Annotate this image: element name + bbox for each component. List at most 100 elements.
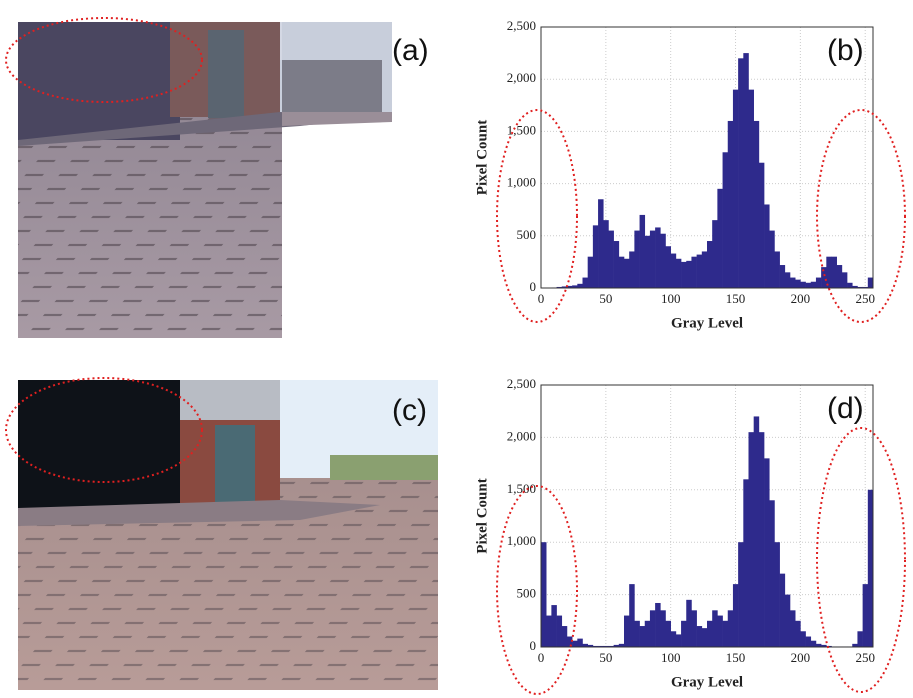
bar <box>815 643 822 647</box>
y-tick-label: 1,500 <box>507 122 536 137</box>
bar <box>582 643 588 647</box>
bar <box>826 645 832 647</box>
bar <box>753 416 760 647</box>
y-tick-label: 500 <box>517 227 537 242</box>
photo-a-bg <box>282 60 382 112</box>
bar <box>717 615 723 647</box>
bar <box>629 251 635 288</box>
x-tick-label: 100 <box>661 291 681 306</box>
bar <box>810 640 817 647</box>
bar <box>592 225 599 288</box>
bar <box>743 479 749 647</box>
bar <box>758 432 765 647</box>
highlight-ellipse <box>496 109 578 323</box>
panel-label: (a) <box>392 34 429 67</box>
bar <box>655 602 661 647</box>
bar <box>826 256 832 288</box>
bar <box>577 638 583 647</box>
bar <box>727 610 734 647</box>
bar <box>686 599 692 647</box>
highlight-ellipse <box>5 377 203 483</box>
bar <box>800 631 806 647</box>
bar <box>691 256 697 288</box>
x-tick-label: 150 <box>726 291 746 306</box>
bar <box>603 645 609 647</box>
panel-label: (b) <box>827 34 864 67</box>
bar <box>805 282 812 288</box>
y-axis-label: Pixel Count <box>474 120 490 195</box>
bar <box>764 458 770 647</box>
bar <box>774 542 780 647</box>
bar <box>608 645 614 647</box>
x-axis-label: Gray Level <box>671 674 743 690</box>
bar <box>800 281 806 288</box>
bar <box>821 644 827 647</box>
bar <box>618 643 625 647</box>
highlight-ellipse <box>816 109 906 323</box>
x-tick-label: 150 <box>726 650 746 665</box>
bar <box>566 636 573 647</box>
x-tick-label: 200 <box>791 650 811 665</box>
axis-frame <box>540 26 874 289</box>
bar <box>732 89 739 288</box>
y-tick-label: 500 <box>517 586 537 601</box>
bar <box>551 605 557 647</box>
bar <box>779 265 786 288</box>
bar <box>665 620 671 647</box>
bar <box>572 285 578 288</box>
y-tick-label: 1,000 <box>507 175 536 190</box>
bar <box>727 120 734 289</box>
y-tick-label: 2,500 <box>507 376 536 391</box>
bar <box>603 220 609 288</box>
bar <box>717 188 723 288</box>
bar <box>748 432 754 647</box>
y-tick-label: 0 <box>530 279 537 294</box>
highlight-ellipse <box>5 17 203 103</box>
y-axis-label: Pixel Count <box>474 478 490 553</box>
x-tick-label: 0 <box>538 650 545 665</box>
bar <box>852 643 858 647</box>
bar <box>660 233 666 288</box>
bar <box>587 644 594 647</box>
x-axis-label: Gray Level <box>671 315 743 331</box>
bar <box>618 256 625 288</box>
bar <box>624 615 630 647</box>
bar <box>867 277 874 288</box>
bar <box>541 542 547 647</box>
bar <box>639 214 646 288</box>
bar <box>805 636 812 647</box>
bar <box>862 286 869 288</box>
bar <box>681 261 687 288</box>
bar <box>790 610 796 647</box>
bar <box>847 282 853 288</box>
bar <box>556 615 563 647</box>
bar <box>815 277 822 288</box>
bar <box>722 152 729 288</box>
y-tick-label: 1,500 <box>507 481 536 496</box>
bar <box>753 120 760 289</box>
bar <box>613 644 620 647</box>
bar <box>577 283 583 288</box>
plot-frame <box>540 384 874 648</box>
x-tick-label: 200 <box>791 291 811 306</box>
x-tick-label: 50 <box>599 291 612 306</box>
bar <box>732 584 739 647</box>
bar <box>722 620 729 647</box>
bar <box>582 277 588 288</box>
bar <box>701 628 708 647</box>
bar <box>634 620 640 647</box>
bar <box>831 256 837 288</box>
bar <box>769 230 775 288</box>
bar <box>784 594 791 647</box>
highlight-ellipse <box>496 485 578 695</box>
bar <box>743 53 749 288</box>
bar <box>758 162 765 288</box>
bar <box>670 631 677 647</box>
bar <box>738 542 744 647</box>
panel-label: (c) <box>392 394 427 427</box>
bar <box>613 241 620 288</box>
bar <box>566 285 573 288</box>
bar <box>707 241 713 288</box>
bar <box>857 631 863 647</box>
